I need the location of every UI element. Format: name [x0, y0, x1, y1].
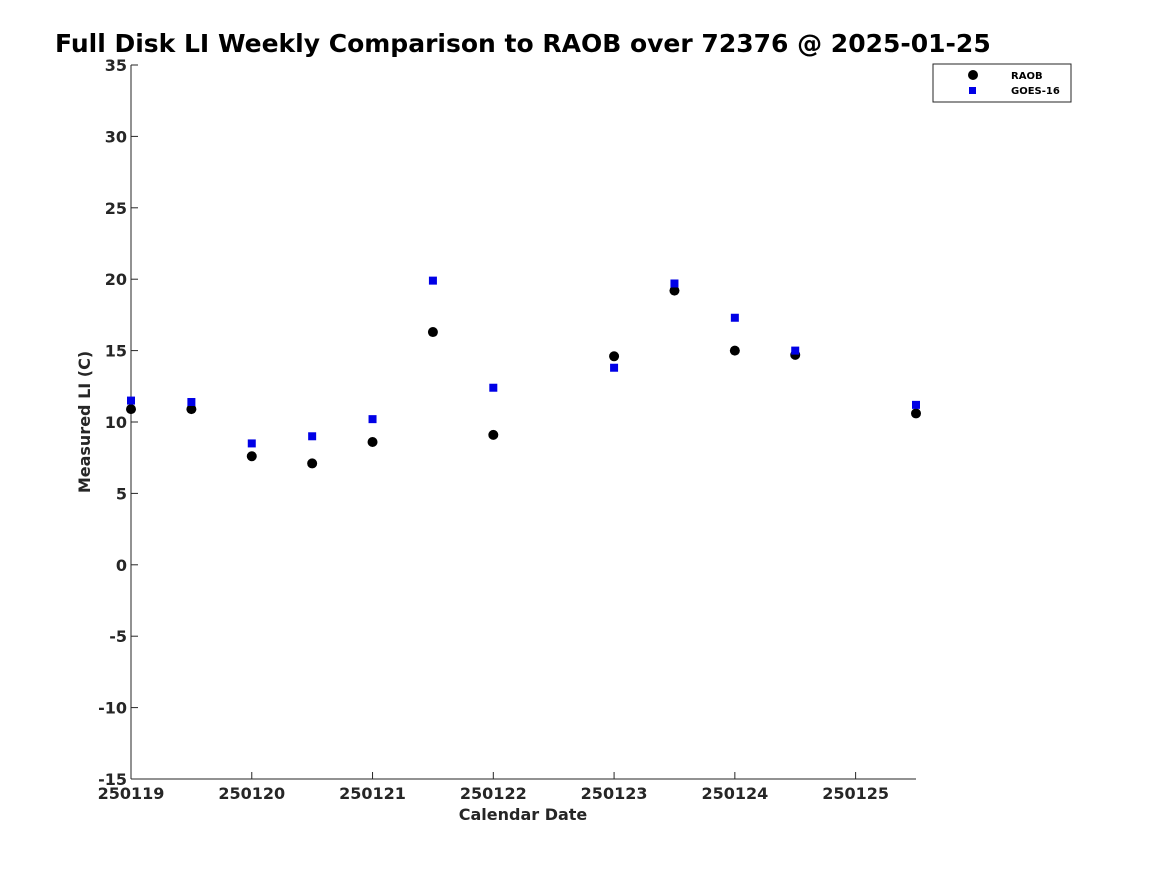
goes16-point [730, 313, 739, 322]
y-tick-label: 20 [105, 270, 127, 289]
raob-point [246, 451, 257, 462]
x-tick-label: 250125 [822, 784, 889, 803]
goes16-point [187, 398, 196, 407]
goes16-point [489, 383, 498, 392]
goes16-point [670, 279, 679, 288]
legend-marker-goes16 [969, 87, 976, 94]
raob-point [367, 436, 378, 447]
raob-point [669, 285, 680, 296]
legend-marker-raob [968, 70, 978, 80]
y-tick-label: 15 [105, 342, 127, 361]
legend-box [932, 63, 1072, 103]
x-axis-label: Calendar Date [459, 805, 588, 824]
y-tick-label: 35 [105, 56, 127, 75]
y-tick-label: 0 [116, 556, 127, 575]
goes16-point [368, 415, 377, 424]
y-tick-label: 30 [105, 127, 127, 146]
goes16-point [308, 432, 317, 441]
x-ticks: 250119 250120 250121 250122 250123 250124 2501… [98, 772, 889, 803]
y-axis-label: Measured LI (C) [75, 351, 94, 493]
x-tick-label: 250123 [581, 784, 648, 803]
plot-axes [130, 65, 916, 780]
x-tick-label: 250122 [460, 784, 527, 803]
x-tick-label: 250124 [701, 784, 768, 803]
x-tick-label: 250120 [218, 784, 285, 803]
legend-label-goes16: GOES-16 [1011, 86, 1060, 97]
data-points [126, 276, 921, 469]
x-tick-label: 250121 [339, 784, 406, 803]
goes16-point [791, 346, 800, 355]
raob-point [488, 429, 499, 440]
raob-point [609, 351, 620, 362]
goes16-point [610, 363, 619, 372]
raob-point [186, 404, 197, 415]
goes16-point [127, 396, 135, 405]
goes16-point [912, 400, 920, 409]
y-ticks: 35 30 25 20 15 10 5 0 -5 -10 -15 [98, 56, 138, 789]
raob-point [126, 404, 136, 415]
raob-point [729, 345, 740, 356]
goes16-point [428, 276, 437, 285]
y-tick-label: 10 [105, 413, 127, 432]
y-tick-label: -10 [98, 699, 127, 718]
goes16-point [247, 439, 256, 448]
x-tick-label: 250119 [98, 784, 165, 803]
legend: RAOB GOES-16 [932, 63, 1072, 103]
raob-point [427, 327, 438, 338]
y-tick-label: -15 [98, 770, 127, 789]
chart-title: Full Disk LI Weekly Comparison to RAOB o… [55, 29, 991, 58]
legend-label-raob: RAOB [1011, 71, 1043, 82]
y-tick-label: -5 [109, 627, 127, 646]
y-tick-label: 5 [116, 484, 127, 503]
raob-point [911, 408, 921, 419]
raob-point [307, 458, 318, 469]
y-tick-label: 25 [105, 199, 127, 218]
